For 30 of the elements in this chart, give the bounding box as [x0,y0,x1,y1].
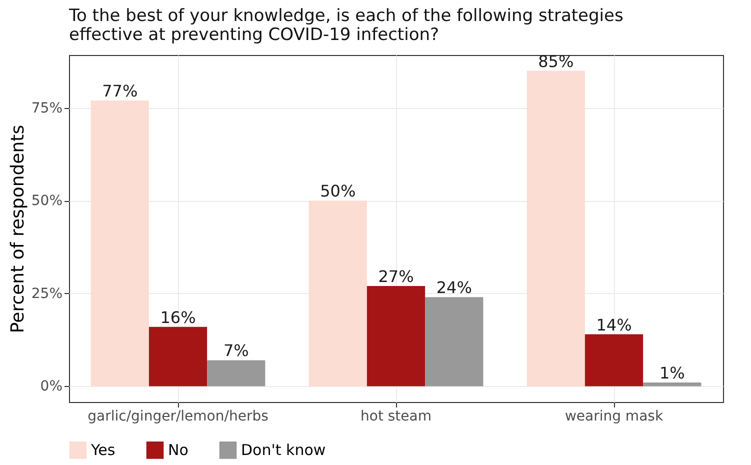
legend-label: Yes [90,441,116,460]
data-label: 24% [436,278,472,298]
data-label: 1% [659,364,685,383]
y-tick-label: 50% [31,193,62,210]
bar [584,334,644,386]
data-label: 16% [160,308,196,327]
data-label: 27% [378,267,414,286]
legend-label: Don't know [241,441,326,460]
data-label: 14% [596,315,632,334]
y-tick-label: 25% [31,286,62,302]
bar [526,70,585,386]
bar [207,360,266,386]
legend-label: No [168,441,188,460]
x-tick-label: wearing mask [564,408,664,424]
data-label: 7% [223,341,249,360]
y-axis-title: Percent of respondents [7,124,28,334]
bar [90,100,149,386]
x-tick-label: hot steam [360,408,432,424]
bar [308,200,367,386]
data-label: 50% [320,182,356,201]
y-tick-label: 75% [31,100,62,116]
y-tick-label: 0% [40,378,62,395]
x-tick-label: garlic/ginger/lemon/herbs [88,408,268,424]
bar [425,297,484,386]
bar [643,382,702,386]
data-label: 77% [102,81,138,100]
bar [148,326,208,386]
bar [366,286,426,386]
data-label: 85% [538,52,574,71]
chart-title: To the best of your knowledge, is each of the following strategies effective at preventing COVID-19 infection? [68,6,624,45]
